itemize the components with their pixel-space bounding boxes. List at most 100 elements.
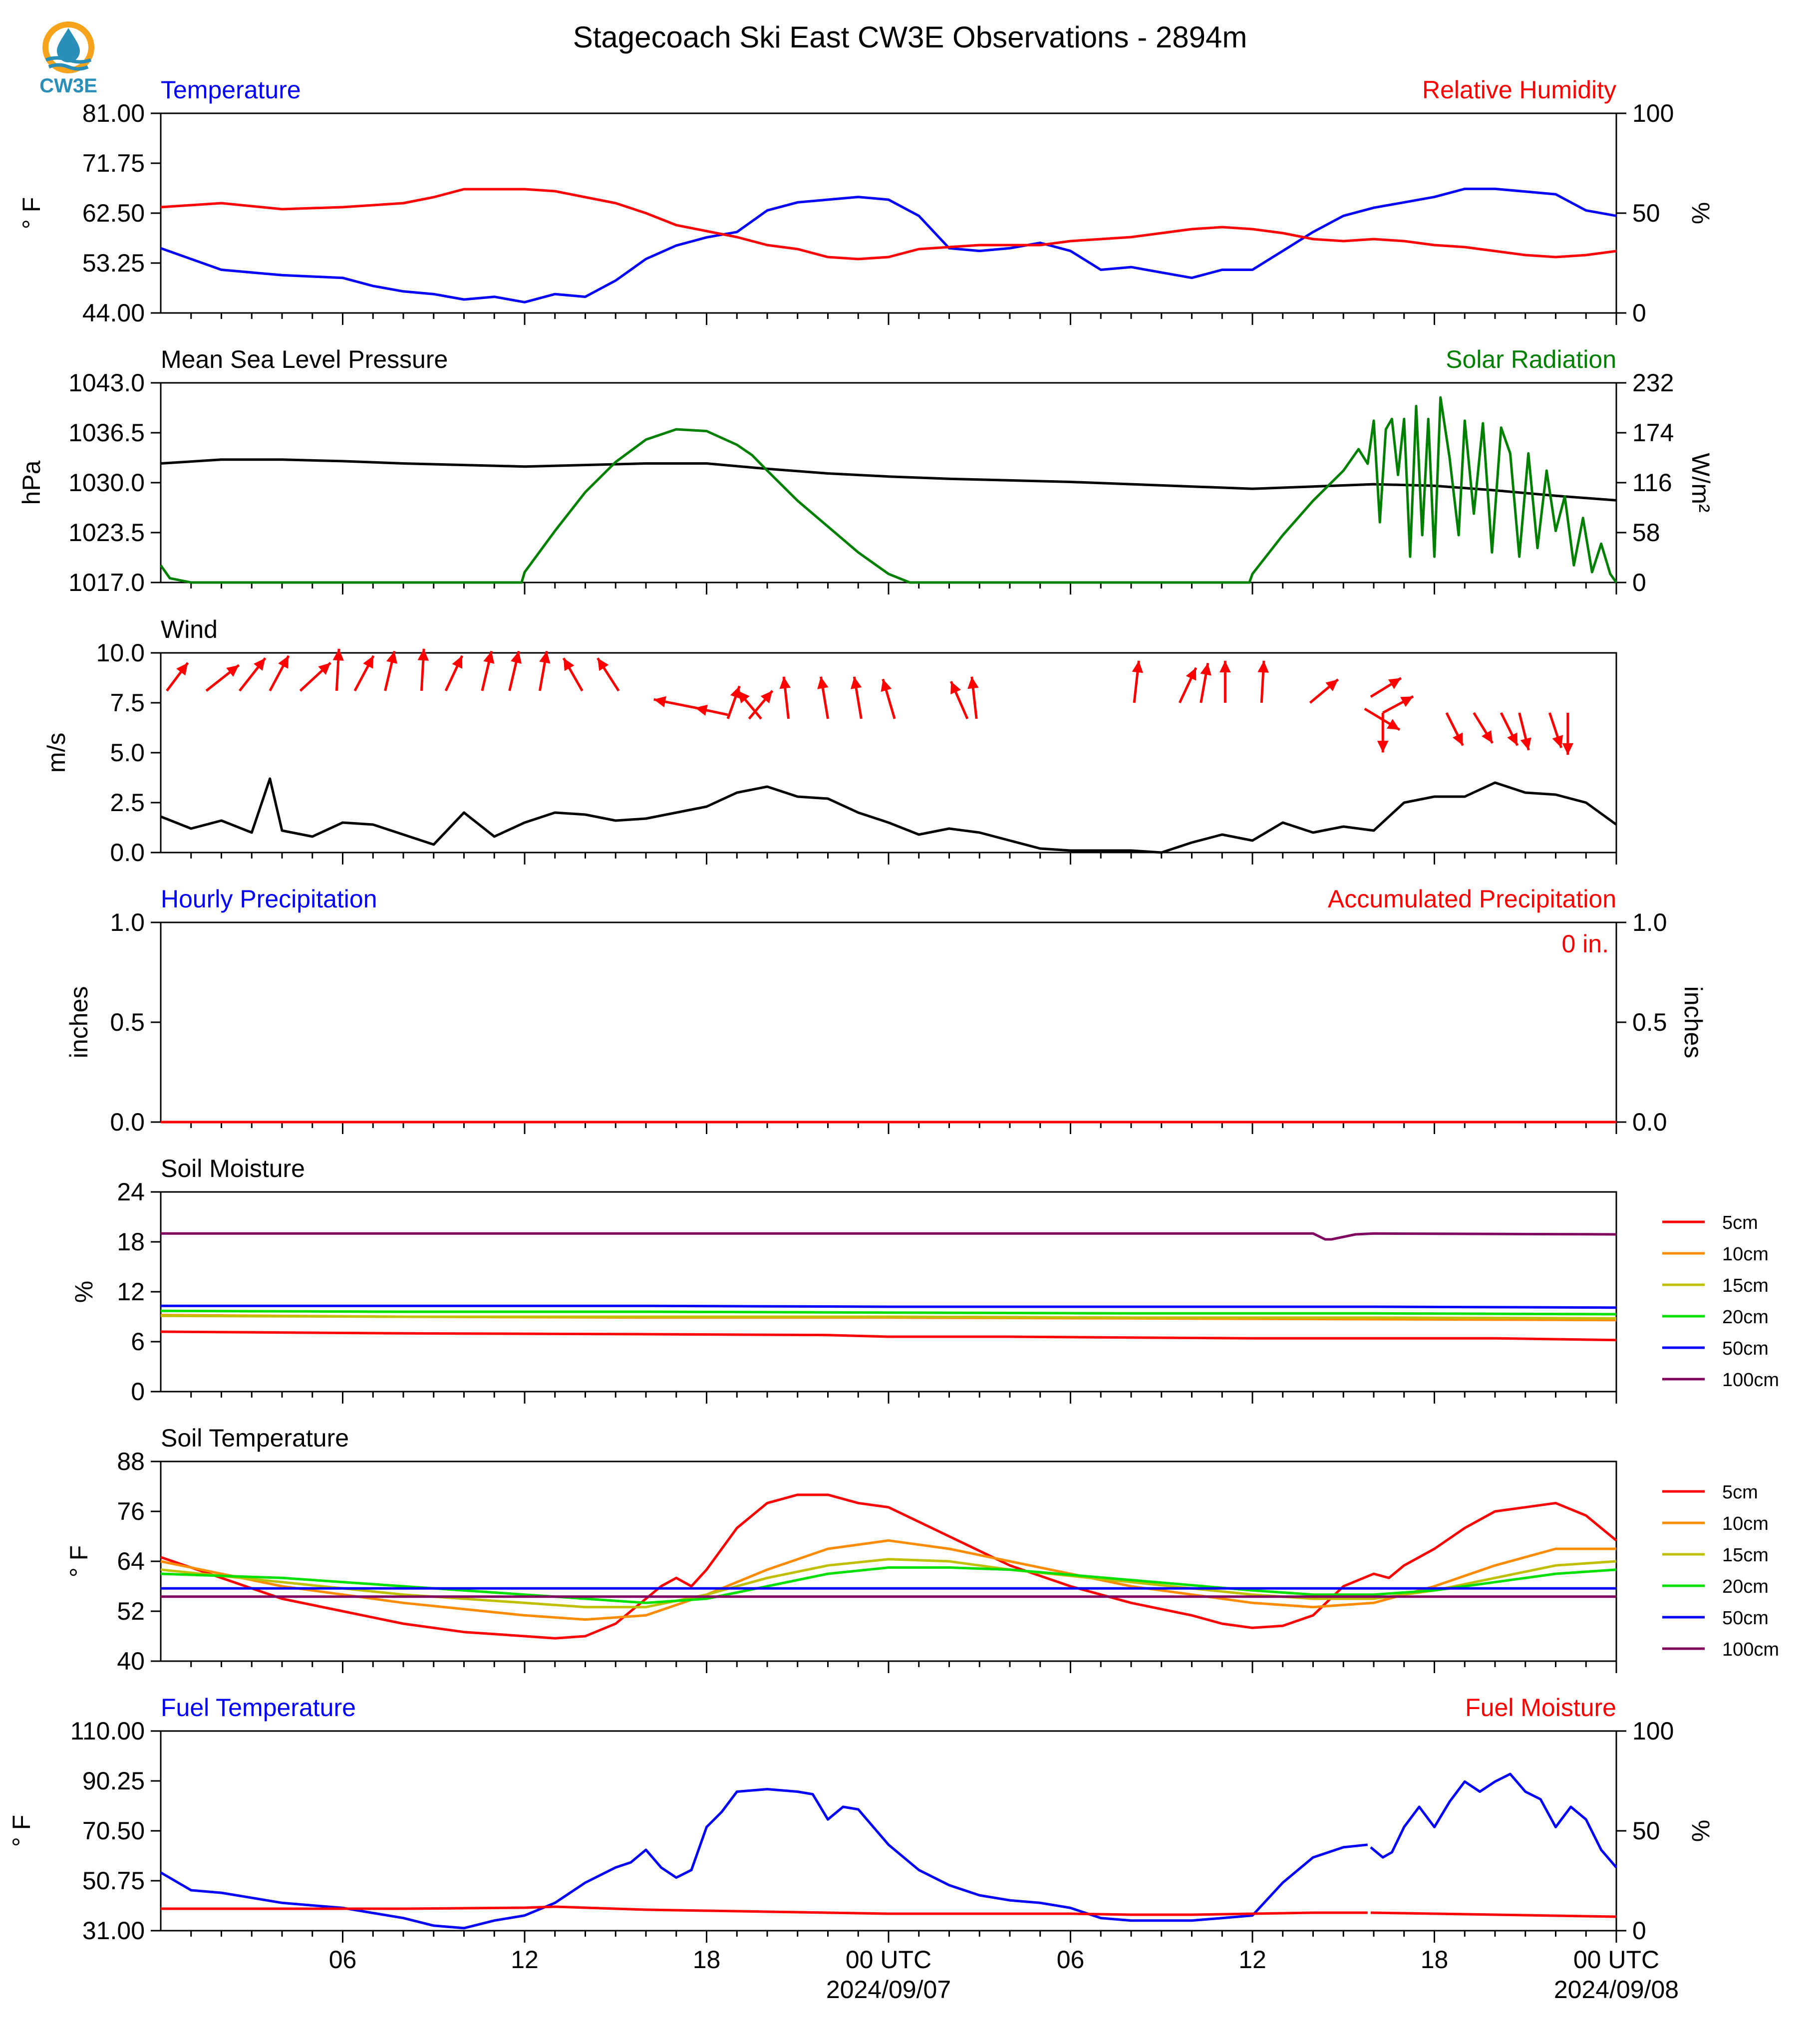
- x-tick-label: 12: [511, 1946, 539, 1974]
- y-tick-label: 1043.0: [68, 369, 145, 397]
- y-tick-label: 90.25: [82, 1767, 145, 1795]
- wind-arrow-head: [1520, 737, 1531, 750]
- wind-arrow-head: [1552, 735, 1563, 748]
- panel-pressure: [151, 382, 1626, 594]
- wind-arrow-head: [738, 690, 750, 704]
- wind-arrow-head: [1400, 696, 1414, 707]
- y2-tick-label: 174: [1632, 419, 1674, 447]
- wind-arrow-head: [363, 655, 374, 669]
- y-tick-label: 18: [117, 1228, 145, 1256]
- series-relative-humidity: [160, 188, 1617, 261]
- wind-arrow-head: [1132, 660, 1144, 673]
- wind-arrow-head: [539, 651, 551, 664]
- y2-tick-label: 58: [1632, 519, 1660, 547]
- y-tick-label: 62.50: [82, 199, 145, 227]
- panel-soilt: [151, 1460, 1705, 1673]
- y2-tick-label: 232: [1632, 369, 1674, 397]
- fuel-frame: [160, 1730, 1617, 1932]
- series-mean-sea-level-pressure: [160, 458, 1617, 502]
- x-tick-label: 00 UTC: [846, 1946, 931, 1974]
- x-tick-label: 06: [1057, 1946, 1085, 1974]
- y-tick-label: 24: [117, 1178, 145, 1206]
- y2-tick-label: 50: [1632, 199, 1660, 227]
- y-tick-label: 0.5: [110, 1008, 145, 1036]
- wind-arrow-head: [1562, 743, 1574, 755]
- wind-arrow-head: [817, 676, 829, 689]
- legend-label: 100cm: [1722, 1639, 1779, 1660]
- wind-arrow-head: [332, 648, 344, 661]
- y-axis-label: hPa: [17, 460, 45, 505]
- panel-title-left: Hourly Precipitation: [161, 885, 377, 913]
- wind-arrow-head: [950, 681, 961, 695]
- temp-frame: [160, 112, 1617, 314]
- wind-arrow-head: [1200, 663, 1212, 676]
- x-tick-label: 12: [1238, 1946, 1266, 1974]
- wind-arrow-head: [1325, 679, 1338, 691]
- series-5cm: [160, 1493, 1617, 1640]
- series-100cm: [161, 1232, 1617, 1241]
- series-10cm: [160, 1539, 1616, 1621]
- wind-arrow-head: [695, 704, 708, 716]
- series-20cm: [160, 1309, 1617, 1316]
- date-label: 2024/09/07: [826, 1976, 951, 2004]
- wind-arrow-head: [1186, 667, 1197, 681]
- wind-arrow-head: [730, 686, 741, 699]
- y-axis-label: ° F: [17, 197, 45, 229]
- y-tick-label: 88: [117, 1448, 145, 1475]
- y-tick-label: 31.00: [82, 1917, 145, 1945]
- y-tick-label: 1.0: [110, 908, 145, 936]
- wind-arrow-head: [318, 662, 331, 675]
- y2-axis-label: W/m²: [1687, 453, 1715, 512]
- y-tick-label: 1030.0: [68, 469, 145, 497]
- legend-label: 100cm: [1722, 1370, 1779, 1391]
- y-tick-label: 5.0: [110, 739, 145, 767]
- series-fuel-moisture: [161, 1905, 1617, 1918]
- soilt-frame: [160, 1460, 1617, 1662]
- legend-label: 15cm: [1722, 1275, 1769, 1296]
- y-tick-label: 40: [117, 1647, 145, 1675]
- y2-tick-label: 0.5: [1632, 1008, 1667, 1036]
- y2-tick-label: 116: [1632, 469, 1672, 497]
- y2-tick-label: 1.0: [1632, 908, 1667, 936]
- y-tick-label: 10.0: [96, 639, 145, 667]
- wind-arrow-head: [779, 676, 791, 689]
- x-tick-label: 18: [693, 1946, 721, 1974]
- y-axis-label: m/s: [42, 733, 70, 773]
- wind-arrow-head: [563, 658, 575, 671]
- wind-arrow-head: [510, 651, 522, 664]
- y2-tick-label: 100: [1632, 1717, 1674, 1745]
- panel-title-right: Relative Humidity: [1422, 76, 1616, 104]
- legend-label: 20cm: [1722, 1576, 1769, 1597]
- y-tick-label: 1023.5: [68, 519, 145, 547]
- panel-fuel: [151, 1730, 1626, 1943]
- y2-tick-label: 0.0: [1632, 1108, 1667, 1136]
- y2-tick-label: 100: [1632, 99, 1674, 127]
- y2-axis-label: %: [1687, 202, 1715, 224]
- y-axis-label: ° F: [7, 1815, 35, 1847]
- y-tick-label: 0.0: [110, 1108, 145, 1136]
- wind-arrow-head: [1388, 678, 1401, 689]
- wind-arrow-head: [1482, 730, 1493, 743]
- water-drop-icon: [42, 21, 94, 73]
- y-tick-label: 52: [117, 1597, 145, 1625]
- panel-title-left: Soil Temperature: [161, 1424, 349, 1452]
- panel-precip: [151, 921, 1626, 1134]
- panel-title-left: Soil Moisture: [161, 1155, 305, 1182]
- wind-arrow-head: [1257, 660, 1269, 673]
- wind-arrow-head: [760, 690, 773, 704]
- soilm-frame: [160, 1191, 1617, 1393]
- y-tick-label: 2.5: [110, 789, 145, 817]
- panel-title-right: Solar Radiation: [1446, 345, 1616, 373]
- wind-arrow-head: [417, 648, 429, 661]
- wind-arrow-head: [1452, 732, 1463, 746]
- cw3e-logo: CW3E: [31, 19, 106, 104]
- y-tick-label: 70.50: [82, 1817, 145, 1845]
- panel-title-right: Fuel Moisture: [1465, 1694, 1616, 1722]
- y-tick-label: 7.5: [110, 689, 145, 717]
- legend-label: 20cm: [1722, 1307, 1769, 1328]
- series-15cm: [160, 1314, 1617, 1320]
- wind-arrow-head: [881, 679, 892, 692]
- legend-label: 10cm: [1722, 1244, 1769, 1265]
- y-tick-label: 44.00: [82, 299, 145, 327]
